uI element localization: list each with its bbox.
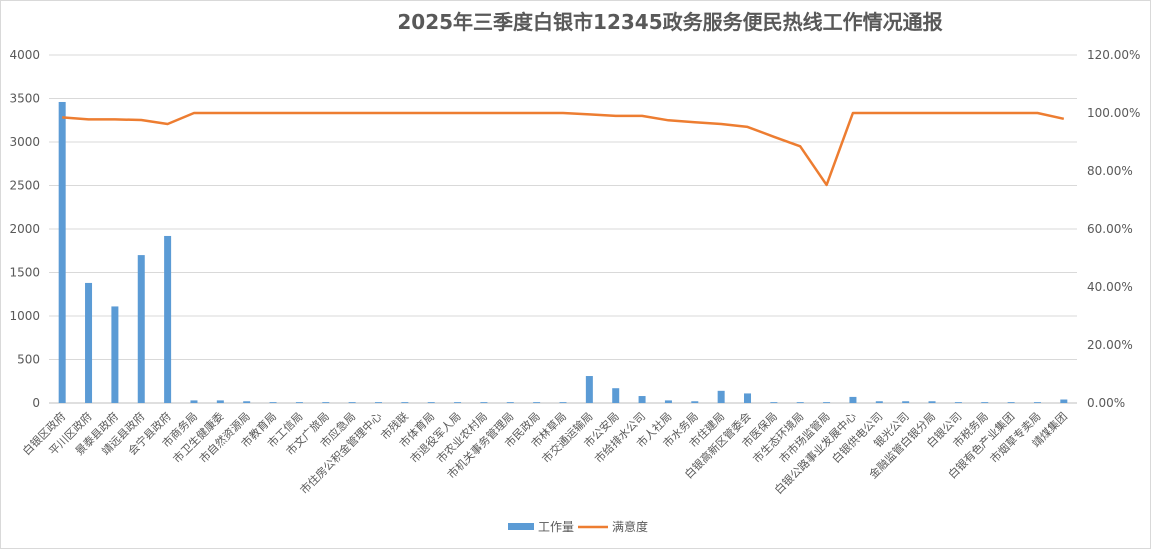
- bar: [348, 402, 356, 403]
- bar: [928, 401, 936, 403]
- y2-tick-label: 100.00%: [1087, 106, 1140, 120]
- legend: 工作量 满意度: [508, 519, 648, 534]
- bar: [691, 401, 699, 403]
- bar: [875, 401, 883, 403]
- bar: [322, 402, 330, 403]
- legend-bar-label: 工作量: [538, 520, 574, 534]
- bar: [664, 400, 672, 403]
- bar-series: [58, 101, 1068, 403]
- bar: [58, 101, 66, 403]
- bar: [295, 402, 303, 403]
- bar: [559, 402, 567, 403]
- bar: [823, 402, 831, 403]
- bar: [454, 402, 462, 403]
- bar: [164, 235, 172, 403]
- bar: [954, 402, 962, 403]
- bar: [744, 393, 752, 403]
- y-tick-label: 0: [32, 396, 40, 410]
- y2-tick-label: 40.00%: [1087, 280, 1133, 294]
- bar: [902, 401, 910, 403]
- bar: [1060, 399, 1068, 403]
- bar: [638, 396, 646, 403]
- bar: [111, 306, 119, 403]
- gridlines: [49, 54, 1077, 404]
- bar: [533, 402, 541, 403]
- bar: [585, 376, 593, 403]
- bar: [243, 401, 251, 403]
- bar: [1007, 402, 1015, 403]
- bar: [216, 400, 224, 403]
- bar: [427, 402, 435, 403]
- y2-tick-label: 80.00%: [1087, 164, 1133, 178]
- y2-tick-label: 120.00%: [1087, 48, 1140, 62]
- y-tick-label: 1500: [9, 266, 40, 280]
- bar: [849, 396, 857, 403]
- y-tick-label: 1000: [9, 309, 40, 323]
- legend-line-label: 满意度: [612, 519, 648, 534]
- bar: [506, 402, 514, 403]
- y-tick-label: 500: [17, 353, 40, 367]
- bar: [85, 282, 93, 403]
- x-axis: 白银区政府平川区政府景泰县政府靖远县政府会宁县政府市商务局市卫生健康委市自然资源…: [20, 409, 1070, 497]
- y2-tick-label: 20.00%: [1087, 338, 1133, 352]
- line-series: [62, 111, 1065, 187]
- bar: [612, 388, 620, 403]
- bar: [269, 402, 277, 403]
- bar: [981, 402, 989, 403]
- bar: [137, 255, 145, 403]
- y-tick-label: 3500: [9, 92, 40, 106]
- bar: [717, 390, 725, 403]
- satisfaction-line: [62, 111, 1065, 187]
- bar: [480, 402, 488, 403]
- y-tick-label: 2000: [9, 222, 40, 236]
- y-tick-label: 4000: [9, 48, 40, 62]
- y-axis-right: 0.00% 20.00% 40.00% 60.00% 80.00% 100.00% 120.…: [1087, 48, 1140, 410]
- y2-tick-label: 60.00%: [1087, 222, 1133, 236]
- y2-tick-label: 0.00%: [1087, 396, 1125, 410]
- y-axis-left: 0 500 1000 1500 2000 2500 3000 3500 4000: [9, 48, 40, 410]
- bar: [770, 402, 778, 403]
- chart-title: 2025年三季度白银市12345政务服务便民热线工作情况通报: [397, 10, 943, 34]
- bar: [190, 400, 198, 403]
- bar: [374, 402, 382, 403]
- bar: [401, 402, 409, 403]
- bar: [796, 402, 804, 403]
- bar: [1033, 402, 1041, 403]
- legend-bar-swatch: [508, 523, 534, 530]
- y-tick-label: 3000: [9, 135, 40, 149]
- y-tick-label: 2500: [9, 179, 40, 193]
